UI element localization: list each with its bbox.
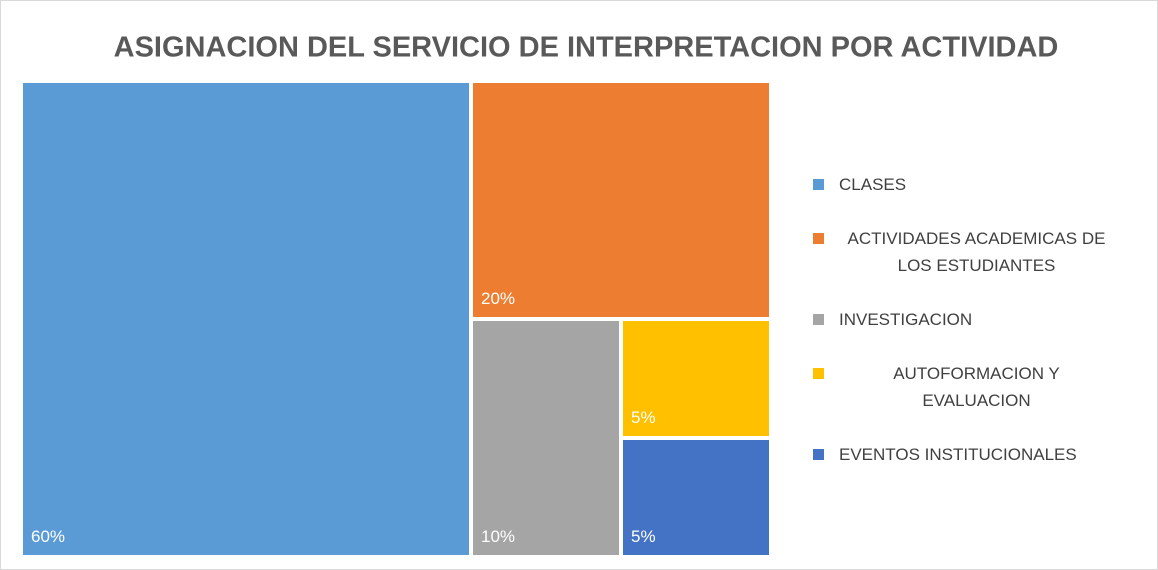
legend: CLASES ACTIVIDADES ACADEMICAS DE LOS ESTU… [813,171,1133,495]
legend-label: ACTIVIDADES ACADEMICAS DE LOS ESTUDIANTE… [847,229,1106,275]
tile-label: 5% [631,527,656,546]
legend-item: INVESTIGACION [813,306,1133,333]
legend-swatch [813,449,824,460]
tile-label: 10% [481,527,515,546]
tile [619,317,773,440]
legend-swatch [813,314,824,325]
legend-label: INVESTIGACION [839,310,973,329]
tile [19,79,473,559]
legend-label: EVENTOS INSTITUCIONALES [839,445,1077,464]
tile-label: 60% [31,527,65,546]
tile [469,79,773,321]
legend-swatch [813,233,824,244]
tile [619,436,773,559]
legend-swatch [813,179,824,190]
legend-swatch [813,368,824,379]
tile-label: 5% [631,408,656,427]
legend-label: CLASES [839,175,907,194]
tile [469,317,623,559]
tile-label: 20% [481,289,515,308]
legend-label: AUTOFORMACION Y EVALUACION [893,364,1060,410]
chart-title: ASIGNACION DEL SERVICIO DE INTERPRETACIO… [114,32,1059,64]
legend-item: EVENTOS INSTITUCIONALES [813,441,1133,468]
legend-item: AUTOFORMACION Y EVALUACION [813,360,1133,414]
legend-item: ACTIVIDADES ACADEMICAS DE LOS ESTUDIANTE… [813,225,1133,279]
legend-item: CLASES [813,171,1133,198]
